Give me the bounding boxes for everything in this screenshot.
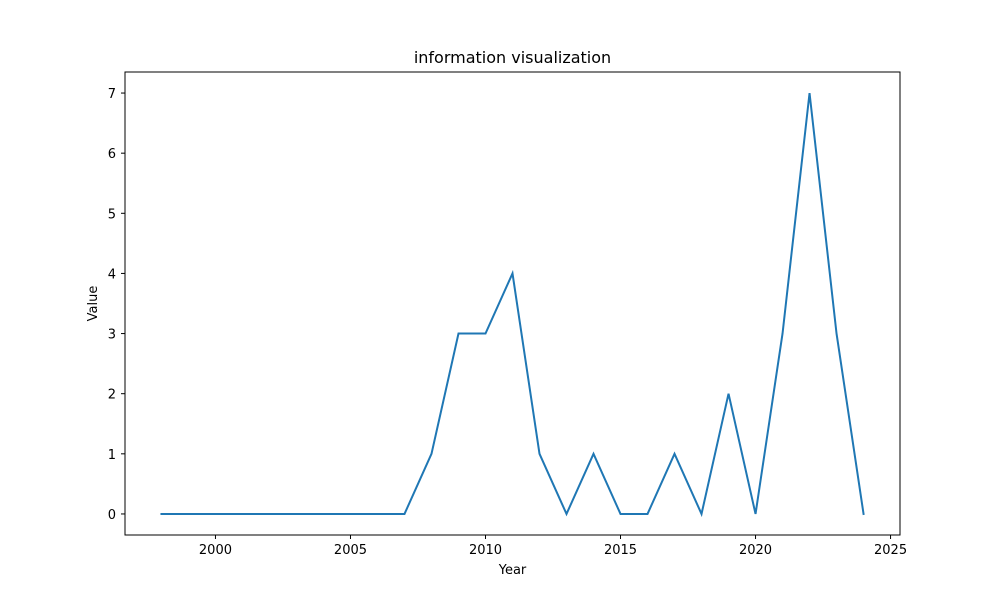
- y-tick-label: 7: [108, 87, 116, 102]
- y-tick-label: 6: [108, 147, 116, 162]
- x-axis-label: Year: [498, 563, 527, 578]
- y-tick-label: 4: [108, 267, 116, 282]
- x-tick-label: 2000: [199, 543, 232, 558]
- x-axis-ticks: 2000 2005 2010 2015 2020 2025: [199, 535, 907, 558]
- x-tick-label: 2015: [604, 543, 637, 558]
- y-tick-label: 5: [108, 207, 116, 222]
- y-tick-label: 3: [108, 328, 116, 343]
- y-tick-label: 0: [108, 508, 116, 523]
- series-line: [160, 92, 865, 518]
- x-tick-label: 2020: [739, 543, 772, 558]
- y-tick-label: 1: [108, 448, 116, 463]
- y-tick-label: 2: [108, 388, 116, 403]
- x-tick-label: 2005: [334, 543, 367, 558]
- chart-title: information visualization: [414, 48, 611, 67]
- y-axis-ticks: 0 1 2 3 4 5 6 7: [108, 87, 125, 523]
- x-tick-label: 2010: [469, 543, 502, 558]
- plot-frame: [124, 71, 901, 536]
- series-layer: [160, 92, 865, 518]
- y-axis-label: Value: [86, 286, 101, 322]
- x-tick-label: 2025: [874, 543, 907, 558]
